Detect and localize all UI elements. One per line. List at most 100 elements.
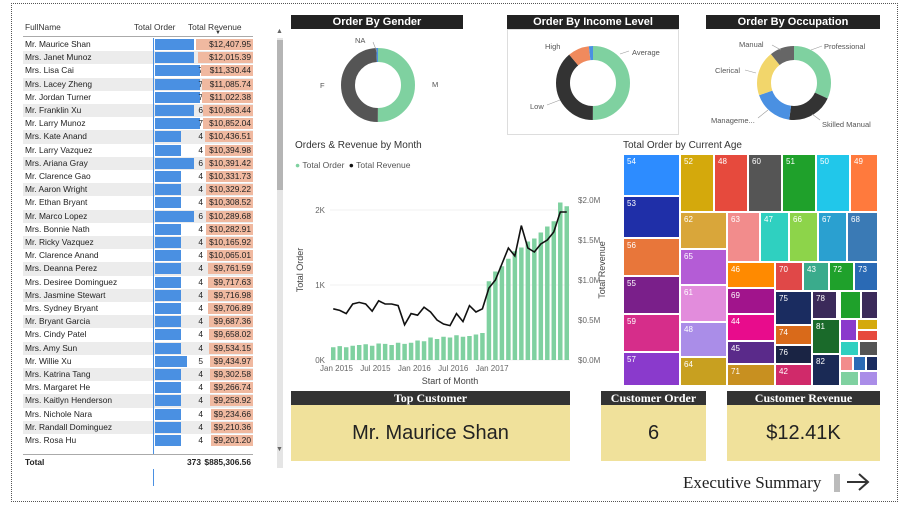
table-row[interactable]: Mr. Marco Lopez 6 $10,289.68 bbox=[23, 209, 253, 223]
table-row[interactable]: Mrs. Deanna Perez 4 $9,761.59 bbox=[23, 262, 253, 276]
table-row[interactable]: Mr. Maurice Shan6$12,407.95 bbox=[23, 38, 253, 51]
treemap-cell-small[interactable] bbox=[840, 341, 859, 356]
treemap-cell-small[interactable] bbox=[857, 330, 878, 341]
treemap-cell[interactable]: 51 bbox=[782, 154, 816, 212]
treemap-cell[interactable]: 52 bbox=[680, 154, 714, 212]
treemap-cell[interactable]: 66 bbox=[789, 212, 818, 262]
treemap-cell[interactable]: 62 bbox=[680, 212, 727, 249]
table-row[interactable]: Mrs. Cindy Patel 4 $9,658.02 bbox=[23, 328, 253, 341]
table-row[interactable]: Mr. Larry Vazquez 4 $10,394.98 bbox=[23, 144, 253, 157]
executive-summary-link[interactable]: Executive Summary bbox=[683, 473, 822, 492]
table-row[interactable]: Mrs. Kate Anand 4 $10,436.51 bbox=[23, 130, 253, 144]
table-row[interactable]: Mrs. Lacey Zheng 7 $11,085.74 bbox=[23, 77, 253, 91]
table-row[interactable]: Mr. Willie Xu 5 $9,434.97 bbox=[23, 355, 253, 368]
treemap-cell[interactable]: 46 bbox=[727, 262, 775, 288]
treemap-cell-small[interactable] bbox=[861, 291, 878, 319]
treemap-cell[interactable]: 81 bbox=[812, 319, 840, 354]
treemap-cell-small[interactable] bbox=[840, 319, 857, 341]
treemap-cell[interactable]: 68 bbox=[847, 212, 878, 262]
treemap-cell[interactable]: 42 bbox=[775, 364, 812, 386]
income-slice-low[interactable] bbox=[556, 46, 630, 120]
table-row[interactable]: Mr. Ethan Bryant 4 $10,308.52 bbox=[23, 196, 253, 209]
treemap-cell[interactable]: 61 bbox=[680, 285, 727, 322]
table-row[interactable]: Mr. Jordan Turner 7 $11,022.38 bbox=[23, 91, 253, 104]
table-row[interactable]: Mrs. Sydney Bryant 4 $9,706.89 bbox=[23, 302, 253, 315]
table-row[interactable]: Mr. Franklin Xu 6 $10,863.44 bbox=[23, 104, 253, 118]
occupation-slice-manual[interactable] bbox=[757, 46, 831, 120]
treemap-cell[interactable]: 70 bbox=[775, 262, 803, 291]
treemap-cell[interactable]: 48 bbox=[680, 322, 727, 357]
treemap-cell-small[interactable] bbox=[859, 341, 878, 356]
table-row[interactable]: Mr. Bryant Garcia 4 $9,687.36 bbox=[23, 315, 253, 329]
treemap-cell-small[interactable] bbox=[853, 356, 866, 371]
treemap-cell[interactable]: 76 bbox=[775, 345, 812, 364]
table-scrollbar[interactable] bbox=[277, 38, 283, 468]
treemap-cell-small[interactable] bbox=[840, 371, 859, 386]
treemap-cell[interactable]: 50 bbox=[816, 154, 850, 212]
treemap-cell[interactable]: 49 bbox=[850, 154, 878, 212]
header-total-order[interactable]: Total Order bbox=[134, 22, 176, 32]
table-row[interactable]: Mrs. Jasmine Stewart 4 $9,716.98 bbox=[23, 288, 253, 302]
treemap-cell[interactable]: 72 bbox=[829, 262, 854, 291]
treemap-cell-small[interactable] bbox=[866, 356, 878, 371]
table-row[interactable]: Mrs. Desiree Dominguez 4 $9,717.63 bbox=[23, 276, 253, 289]
treemap-cell[interactable]: 59 bbox=[623, 314, 680, 352]
scroll-down-icon[interactable]: ▼ bbox=[276, 446, 283, 453]
table-row[interactable]: Mr. Clarence Gao 4 $10,331.73 bbox=[23, 170, 253, 183]
table-row[interactable]: Mrs. Amy Sun 4 $9,534.15 bbox=[23, 341, 253, 355]
treemap-cell[interactable]: 48 bbox=[714, 154, 748, 212]
table-row[interactable]: Mr. Aaron Wright 4 $10,329.22 bbox=[23, 183, 253, 197]
gender-slice-na[interactable] bbox=[341, 48, 415, 122]
table-row[interactable]: Mrs. Nichole Nara 4 $9,234.66 bbox=[23, 408, 253, 421]
scroll-up-icon[interactable]: ▲ bbox=[276, 28, 283, 35]
treemap-cell[interactable]: 57 bbox=[623, 352, 680, 386]
table-row[interactable]: Mrs. Margaret He 4 $9,266.74 bbox=[23, 381, 253, 394]
income-donut[interactable] bbox=[507, 30, 679, 135]
treemap-cell[interactable]: 63 bbox=[727, 212, 760, 262]
treemap-cell[interactable]: 45 bbox=[727, 341, 775, 364]
scrollbar-thumb[interactable] bbox=[277, 40, 283, 190]
income-slice-other[interactable] bbox=[556, 46, 630, 120]
treemap-cell[interactable]: 64 bbox=[680, 357, 727, 386]
treemap-cell[interactable]: 44 bbox=[727, 314, 775, 341]
arrow-right-icon[interactable] bbox=[845, 472, 871, 492]
table-row[interactable]: Mrs. Rosa Hu 4 $9,201.20 bbox=[23, 434, 253, 447]
treemap-cell[interactable]: 56 bbox=[623, 238, 680, 276]
treemap-cell-small[interactable] bbox=[859, 371, 878, 386]
treemap-cell[interactable]: 54 bbox=[623, 154, 680, 196]
occupation-donut[interactable] bbox=[706, 30, 880, 135]
treemap-cell-small[interactable] bbox=[840, 291, 861, 319]
legend-order-label[interactable]: Total Order bbox=[302, 160, 345, 170]
treemap-cell[interactable]: 53 bbox=[623, 196, 680, 238]
occupation-slice-skilled[interactable] bbox=[757, 46, 831, 120]
treemap-cell-small[interactable] bbox=[840, 356, 853, 371]
occupation-slice-clerical[interactable] bbox=[757, 46, 831, 120]
header-fullname[interactable]: FullName bbox=[25, 22, 61, 32]
treemap-cell[interactable]: 82 bbox=[812, 354, 840, 386]
table-row[interactable]: Mr. Clarence Anand 4 $10,065.01 bbox=[23, 249, 253, 262]
table-row[interactable]: Mrs. Bonnie Nath 4 $10,282.91 bbox=[23, 223, 253, 236]
table-row[interactable]: Mr. Ricky Vazquez 4 $10,165.92 bbox=[23, 236, 253, 250]
legend-revenue-label[interactable]: Total Revenue bbox=[356, 160, 411, 170]
orders-revenue-chart[interactable]: 0K 1K 2K $0.0M $0.5M $1.0M $1.5M $2.0M Jan 2015 J… bbox=[290, 170, 610, 390]
table-row[interactable]: Mrs. Janet Munoz 6 $12,015.39 bbox=[23, 51, 253, 65]
treemap-cell[interactable]: 67 bbox=[818, 212, 847, 262]
gender-slice-f[interactable] bbox=[341, 48, 415, 122]
table-row[interactable]: Mr. Randall Dominguez 4 $9,210.36 bbox=[23, 420, 253, 434]
treemap-cell[interactable]: 69 bbox=[727, 288, 775, 314]
table-row[interactable]: Mrs. Lisa Cai 7 $11,330.44 bbox=[23, 64, 253, 77]
table-row[interactable]: Mrs. Ariana Gray 6 $10,391.42 bbox=[23, 156, 253, 170]
treemap-cell[interactable]: 74 bbox=[775, 325, 812, 345]
treemap-cell[interactable]: 75 bbox=[775, 291, 812, 325]
gender-donut[interactable] bbox=[291, 30, 463, 135]
header-total-revenue[interactable]: Total Revenue bbox=[188, 22, 242, 32]
treemap-cell[interactable]: 73 bbox=[854, 262, 878, 291]
treemap-cell[interactable]: 78 bbox=[812, 291, 837, 319]
treemap-cell-small[interactable] bbox=[857, 319, 878, 330]
table-row[interactable]: Mrs. Katrina Tang 4 $9,302.58 bbox=[23, 368, 253, 382]
treemap-cell[interactable]: 43 bbox=[803, 262, 829, 291]
treemap-cell[interactable]: 65 bbox=[680, 249, 727, 285]
treemap-cell[interactable]: 60 bbox=[748, 154, 782, 212]
treemap-cell[interactable]: 71 bbox=[727, 364, 775, 386]
treemap-cell[interactable]: 55 bbox=[623, 276, 680, 314]
